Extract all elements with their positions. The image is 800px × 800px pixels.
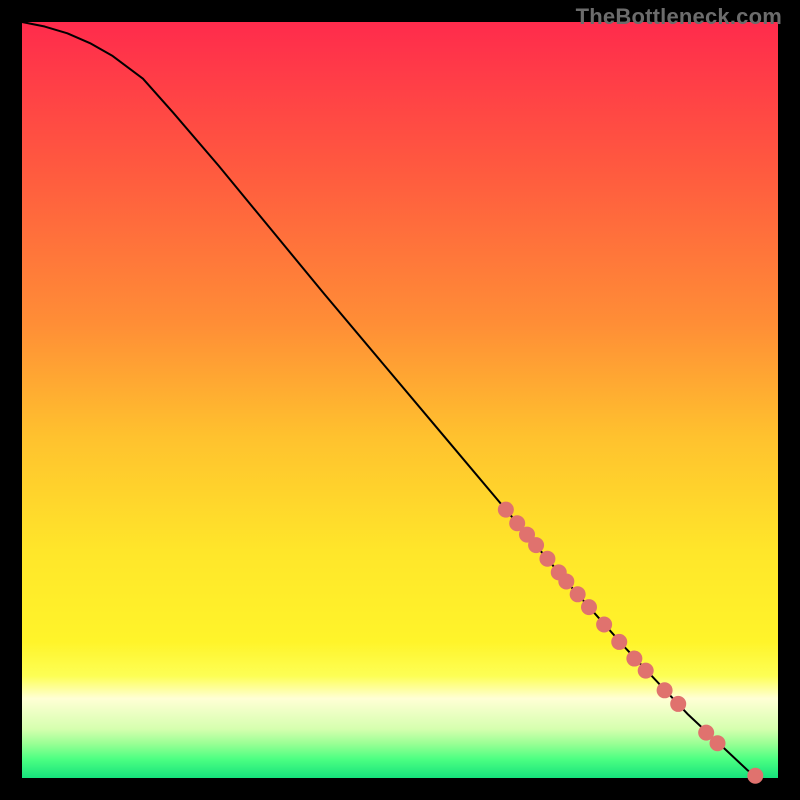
scatter-point [747,768,763,784]
scatter-point [596,617,612,633]
scatter-point [611,634,627,650]
scatter-point [638,663,654,679]
scatter-point [657,682,673,698]
scatter-point [498,502,514,518]
scatter-point [558,573,574,589]
scatter-point [570,586,586,602]
scatter-point [710,735,726,751]
scatter-point [581,599,597,615]
chart-container: TheBottleneck.com [0,0,800,800]
plot-background-gradient [22,22,778,778]
chart-svg [0,0,800,800]
scatter-point [670,696,686,712]
scatter-point [539,551,555,567]
scatter-point [626,651,642,667]
scatter-point [528,537,544,553]
watermark-label: TheBottleneck.com [576,4,782,30]
